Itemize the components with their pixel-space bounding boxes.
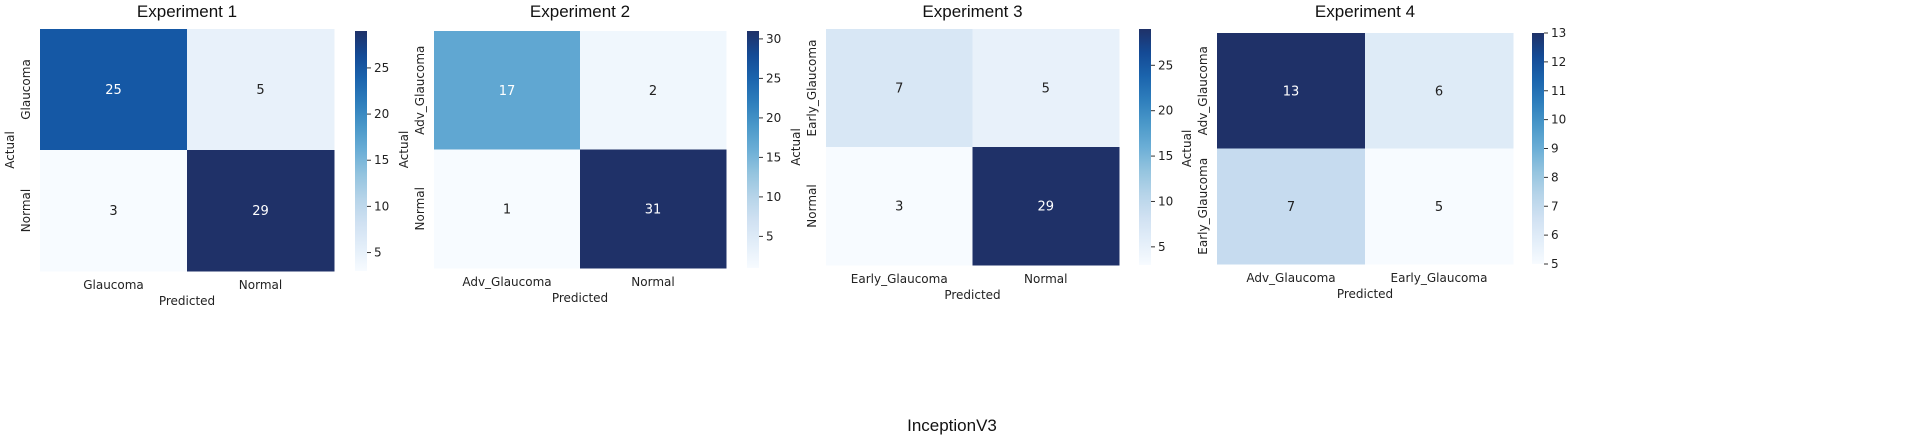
panel-experiment-3: Experiment 3 7 5 3 29 Early_Glaucoma Normal Pre… <box>789 2 1173 302</box>
x-tick-label: Early_Glaucoma <box>1391 271 1488 285</box>
colorbar-tick-label: 10 <box>1158 194 1173 208</box>
y-tick-label: Normal <box>413 187 427 230</box>
heatmap-cell <box>580 31 727 150</box>
heatmap-cell <box>187 150 335 272</box>
x-axis-label: Predicted <box>159 294 215 308</box>
y-axis-label: Actual <box>1180 130 1194 168</box>
y-tick-label: Glaucoma <box>19 59 33 120</box>
colorbar-tick-label: 9 <box>1551 142 1559 156</box>
heatmap-cell <box>434 31 581 150</box>
colorbar-tick-label: 8 <box>1551 170 1559 184</box>
x-axis-label: Predicted <box>944 288 1000 302</box>
colorbar-tick-label: 5 <box>1551 257 1559 271</box>
heatmap-cell <box>826 29 973 148</box>
colorbar-tick-label: 15 <box>766 150 781 164</box>
heatmap-cell <box>40 150 188 272</box>
cell-value: 5 <box>1435 200 1443 215</box>
panel-experiment-2: Experiment 2 17 2 1 31 Adv_Glaucoma Normal Pred… <box>397 2 781 305</box>
heatmap-cell <box>826 147 973 266</box>
colorbar-tick-label: 7 <box>1551 199 1559 213</box>
cell-value: 3 <box>895 200 903 215</box>
colorbar <box>747 31 759 268</box>
cell-value: 7 <box>895 82 903 97</box>
chart-title: Experiment 1 <box>137 2 237 21</box>
x-tick-label: Normal <box>239 278 282 292</box>
colorbar-tick-label: 5 <box>374 246 382 260</box>
colorbar-tick-label: 13 <box>1551 26 1566 40</box>
heatmap-cell <box>1217 33 1366 149</box>
x-axis-label: Predicted <box>552 291 608 305</box>
y-tick-label: Early_Glaucoma <box>805 40 819 137</box>
heatmap-cell <box>187 29 335 151</box>
heatmap-cell <box>972 147 1120 266</box>
x-tick-label: Adv_Glaucoma <box>462 275 551 289</box>
x-tick-label: Glaucoma <box>83 278 144 292</box>
colorbar-tick-label: 20 <box>766 111 781 125</box>
cell-value: 2 <box>649 84 657 99</box>
panel-experiment-1: Experiment 1 25 5 3 29 Glaucoma Normal Predicte… <box>3 2 389 308</box>
panel-experiment-4: Experiment 4 13 6 7 5 Adv_Glaucoma Early_Glauc… <box>1180 2 1566 301</box>
cell-value: 1 <box>503 202 511 217</box>
heatmap-cell <box>580 149 727 269</box>
y-axis-label: Actual <box>3 131 17 169</box>
colorbar-tick-label: 15 <box>374 153 389 167</box>
cell-value: 25 <box>105 83 122 98</box>
cell-value: 5 <box>256 83 264 98</box>
y-tick-label: Normal <box>805 184 819 227</box>
cell-value: 29 <box>1037 200 1054 215</box>
chart-title: Experiment 2 <box>530 2 630 21</box>
colorbar-tick-label: 10 <box>374 199 389 213</box>
colorbar-tick-label: 25 <box>374 61 389 75</box>
colorbar-tick-label: 10 <box>766 190 781 204</box>
colorbar-tick-label: 25 <box>1158 58 1173 72</box>
colorbar <box>1139 29 1151 265</box>
colorbar-tick-label: 5 <box>1158 240 1166 254</box>
heatmap-cell <box>1217 148 1366 265</box>
colorbar-tick-label: 11 <box>1551 84 1566 98</box>
cell-value: 13 <box>1283 84 1300 99</box>
x-tick-label: Adv_Glaucoma <box>1246 271 1335 285</box>
figure-title: InceptionV3 <box>907 416 997 435</box>
colorbar-tick-label: 10 <box>1551 113 1566 127</box>
y-axis-label: Actual <box>789 128 803 166</box>
colorbar-tick-label: 25 <box>766 71 781 85</box>
colorbar-tick-label: 12 <box>1551 55 1566 69</box>
cell-value: 17 <box>499 84 516 99</box>
cell-value: 31 <box>645 202 662 217</box>
x-tick-label: Normal <box>1024 272 1067 286</box>
heatmap-cell <box>1365 148 1514 265</box>
y-tick-label: Adv_Glaucoma <box>1196 46 1210 135</box>
x-axis-label: Predicted <box>1337 287 1393 301</box>
chart-title: Experiment 3 <box>922 2 1022 21</box>
y-tick-label: Normal <box>19 189 33 232</box>
colorbar <box>1532 33 1544 264</box>
cell-value: 3 <box>109 204 117 219</box>
colorbar-tick-label: 20 <box>1158 104 1173 118</box>
y-tick-label: Adv_Glaucoma <box>413 46 427 135</box>
cell-value: 6 <box>1435 84 1443 99</box>
x-tick-label: Early_Glaucoma <box>851 272 948 286</box>
heatmap-cell <box>434 149 581 269</box>
y-axis-label: Actual <box>397 131 411 169</box>
heatmap-cell <box>1365 33 1514 149</box>
colorbar-tick-label: 5 <box>766 229 774 243</box>
colorbar <box>355 31 367 271</box>
colorbar-tick-label: 20 <box>374 107 389 121</box>
colorbar-tick-label: 30 <box>766 32 781 46</box>
cell-value: 7 <box>1287 200 1295 215</box>
cell-value: 5 <box>1042 82 1050 97</box>
heatmap-cell <box>972 29 1120 148</box>
x-tick-label: Normal <box>631 275 674 289</box>
heatmap-cell <box>40 29 188 151</box>
colorbar-tick-label: 15 <box>1158 149 1173 163</box>
cell-value: 29 <box>252 204 269 219</box>
colorbar-tick-label: 6 <box>1551 228 1559 242</box>
y-tick-label: Early_Glaucoma <box>1196 158 1210 255</box>
chart-title: Experiment 4 <box>1315 2 1415 21</box>
